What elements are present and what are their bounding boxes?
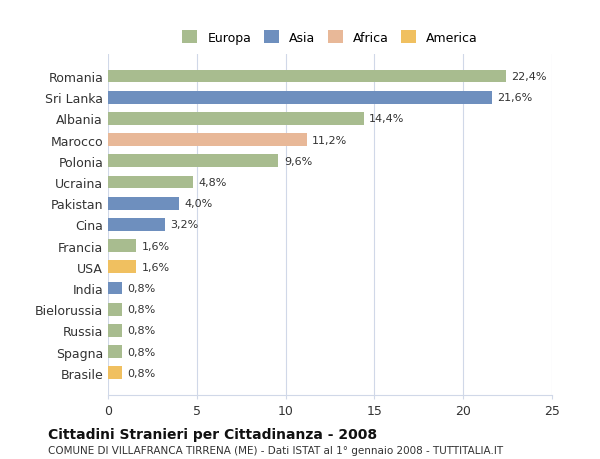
Legend: Europa, Asia, Africa, America: Europa, Asia, Africa, America [179, 28, 481, 49]
Text: 1,6%: 1,6% [142, 241, 170, 251]
Bar [108, 176, 193, 189]
Bar [108, 134, 307, 147]
Bar [108, 325, 122, 337]
Bar [108, 261, 136, 274]
Text: 4,0%: 4,0% [184, 199, 212, 209]
Text: 1,6%: 1,6% [142, 262, 170, 272]
Text: 0,8%: 0,8% [128, 304, 156, 314]
Bar [108, 113, 364, 125]
Text: 0,8%: 0,8% [128, 326, 156, 336]
Text: 21,6%: 21,6% [497, 93, 532, 103]
Text: 14,4%: 14,4% [369, 114, 404, 124]
Text: 0,8%: 0,8% [128, 347, 156, 357]
Bar [108, 367, 122, 379]
Text: 11,2%: 11,2% [312, 135, 347, 146]
Bar [108, 197, 179, 210]
Text: 3,2%: 3,2% [170, 220, 199, 230]
Bar [108, 71, 506, 83]
Bar [108, 155, 278, 168]
Text: 4,8%: 4,8% [199, 178, 227, 188]
Bar [108, 346, 122, 358]
Text: 0,8%: 0,8% [128, 283, 156, 293]
Text: 22,4%: 22,4% [511, 72, 547, 82]
Text: Cittadini Stranieri per Cittadinanza - 2008: Cittadini Stranieri per Cittadinanza - 2… [48, 427, 377, 441]
Text: 0,8%: 0,8% [128, 368, 156, 378]
Bar [108, 218, 165, 231]
Bar [108, 240, 136, 252]
Text: COMUNE DI VILLAFRANCA TIRRENA (ME) - Dati ISTAT al 1° gennaio 2008 - TUTTITALIA.: COMUNE DI VILLAFRANCA TIRRENA (ME) - Dat… [48, 445, 503, 455]
Bar [108, 303, 122, 316]
Bar [108, 282, 122, 295]
Text: 9,6%: 9,6% [284, 157, 312, 167]
Bar [108, 92, 491, 104]
